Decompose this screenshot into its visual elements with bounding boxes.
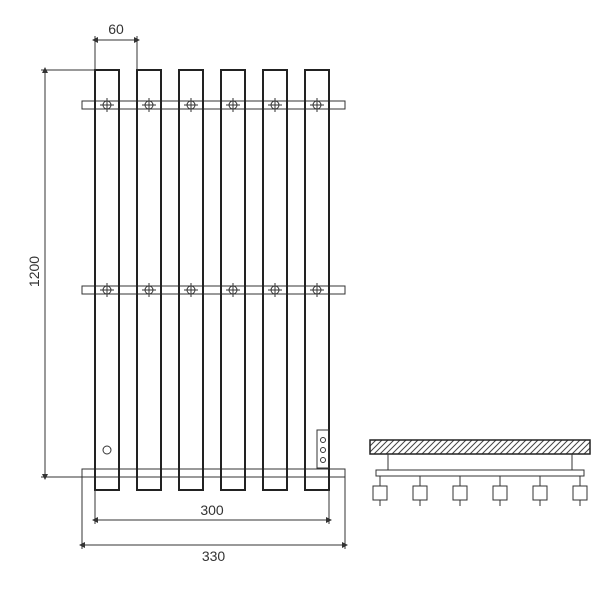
slat [137,70,161,490]
side-foot [573,486,587,500]
side-top-plate [370,440,590,454]
side-foot [373,486,387,500]
slat [305,70,329,490]
dim-height-label: 1200 [26,256,42,287]
detail-mark-left [103,446,111,454]
technical-drawing: 1200 60 300 330 [0,0,600,600]
side-foot [453,486,467,500]
dim-overall-width-label: 330 [202,548,226,564]
dim-inner-width-label: 300 [200,502,224,518]
slat [95,70,119,490]
dim-spacing-label: 60 [108,21,124,37]
side-foot [413,486,427,500]
slat [221,70,245,490]
side-foot [533,486,547,500]
slat [263,70,287,490]
side-rail [376,470,584,476]
slat [179,70,203,490]
side-foot [493,486,507,500]
